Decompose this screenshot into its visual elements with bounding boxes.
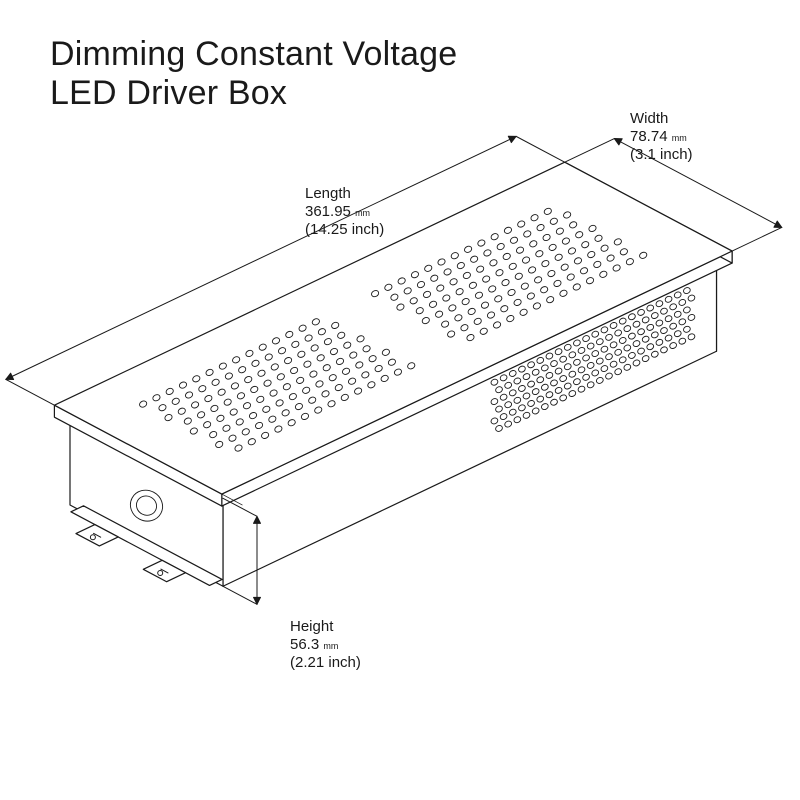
length-mm: 361.95: [305, 203, 351, 220]
width-mm: 78.74: [630, 128, 668, 145]
width-name: Width: [630, 110, 693, 128]
height-mm: 56.3: [290, 636, 319, 653]
length-name: Length: [305, 185, 384, 203]
height-inch: (2.21 inch): [290, 654, 361, 672]
length-inch: (14.25 inch): [305, 221, 384, 239]
height-name: Height: [290, 618, 361, 636]
width-mm-unit: mm: [672, 133, 687, 143]
width-dimension-label: Width 78.74 mm (3.1 inch): [630, 110, 693, 164]
length-mm-unit: mm: [355, 208, 370, 218]
width-inch: (3.1 inch): [630, 146, 693, 164]
height-dimension-label: Height 56.3 mm (2.21 inch): [290, 618, 361, 672]
height-mm-unit: mm: [323, 641, 338, 651]
length-dimension-label: Length 361.95 mm (14.25 inch): [305, 185, 384, 239]
